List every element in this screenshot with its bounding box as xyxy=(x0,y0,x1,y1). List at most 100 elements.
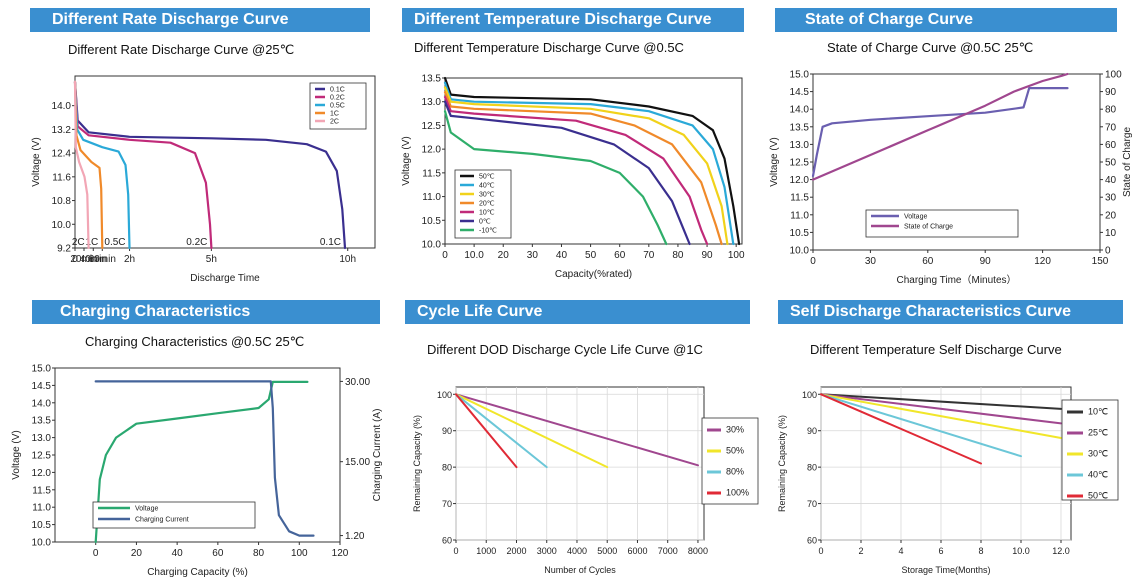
legend-label: Voltage xyxy=(904,214,927,221)
legend-label: 40℃ xyxy=(1088,470,1108,480)
legend-label: 10℃ xyxy=(479,210,495,217)
x-tick-label: 2 xyxy=(858,546,863,556)
series-end-label: 1C xyxy=(85,237,98,248)
panel-cycle-life: Cycle Life Curve Different DOD Discharge… xyxy=(405,300,755,585)
x-tick-label: 60min xyxy=(89,254,116,265)
x-tick-label: 10.0 xyxy=(1012,546,1030,556)
y-tick-label: 12.0 xyxy=(790,175,810,186)
x-tick-label: 90 xyxy=(701,250,713,261)
legend-label: 0.5C xyxy=(330,103,345,110)
y-tick-label: 100 xyxy=(802,390,817,400)
y-tick-label: 90 xyxy=(807,426,817,436)
y-axis-label: Remaining Capacity (%) xyxy=(777,415,787,512)
title-rate-discharge: Different Rate Discharge Curve @25℃ xyxy=(68,42,295,57)
legend-label: 0.1C xyxy=(330,87,345,94)
y-tick-label: 11.5 xyxy=(32,485,51,496)
title-temp-discharge: Different Temperature Discharge Curve @0… xyxy=(414,40,684,55)
y2-tick-label: 50 xyxy=(1105,158,1117,169)
x-tick-label: 0 xyxy=(810,256,816,267)
y2-axis-label: State of Charge xyxy=(1122,127,1132,197)
y-tick-label: 12.0 xyxy=(32,468,52,479)
y-tick-label: 10.5 xyxy=(790,228,810,239)
x-tick-label: 80 xyxy=(253,548,265,559)
x-tick-label: 4000 xyxy=(567,546,587,556)
y-tick-label: 14.5 xyxy=(790,87,810,98)
x-tick-label: 40 xyxy=(172,548,184,559)
y-tick-label: 100 xyxy=(437,390,452,400)
x-tick-label: 5000 xyxy=(597,546,617,556)
panel-soc: State of Charge Curve State of Charge Cu… xyxy=(775,8,1125,293)
y-tick-label: 13.0 xyxy=(32,433,52,444)
y-tick-label: 13.5 xyxy=(790,122,810,133)
y-tick-label: 11.5 xyxy=(790,193,809,204)
y2-tick-label: 10 xyxy=(1105,228,1117,239)
x-tick-label: 2000 xyxy=(506,546,526,556)
legend-label: 80% xyxy=(726,467,744,477)
x-tick-label: 30 xyxy=(865,256,877,267)
y-axis-label: Voltage (V) xyxy=(401,136,412,185)
x-axis-label: Storage Time(Months) xyxy=(901,565,990,575)
y-tick-label: 11.0 xyxy=(32,503,51,514)
series-line-0℃ xyxy=(443,100,691,246)
y2-tick-label: 70 xyxy=(1105,122,1117,133)
y-tick-label: 11.0 xyxy=(422,192,441,203)
series-line-2C xyxy=(73,80,90,250)
y2-tick-label: 90 xyxy=(1105,87,1117,98)
x-tick-label: 0 xyxy=(72,254,78,265)
series-line-Voltage xyxy=(811,87,1069,178)
y-tick-label: 13.0 xyxy=(422,97,442,108)
x-tick-label: 60 xyxy=(922,256,934,267)
series-line-10℃ xyxy=(443,95,709,246)
legend-label: 25℃ xyxy=(1088,428,1108,438)
y-tick-label: 90 xyxy=(442,426,452,436)
y-tick-label: 15.0 xyxy=(790,70,810,81)
series-line-Charging Current xyxy=(94,380,315,537)
series-line-25℃ xyxy=(820,393,1062,425)
y-tick-label: 70 xyxy=(442,499,452,509)
x-tick-label: 4 xyxy=(898,546,903,556)
title-charging: Charging Characteristics @0.5C 25℃ xyxy=(85,334,305,349)
legend-label: 40℃ xyxy=(479,183,495,190)
legend-label: -10℃ xyxy=(479,228,497,235)
y-tick-label: 13.5 xyxy=(32,416,52,427)
x-axis-label: Capacity(%rated) xyxy=(555,269,632,280)
y-axis-label: Voltage (V) xyxy=(11,430,22,479)
y-axis-label: Voltage (V) xyxy=(31,137,42,186)
y-tick-label: 14.0 xyxy=(52,101,72,112)
legend-label: Charging Current xyxy=(135,517,189,524)
y-tick-label: 11.0 xyxy=(790,210,809,221)
y-tick-label: 14.0 xyxy=(32,398,52,409)
legend-box xyxy=(92,501,256,529)
x-tick-label: 12.0 xyxy=(1052,546,1070,556)
legend-label: 0.2C xyxy=(330,95,345,102)
y-tick-label: 60 xyxy=(442,536,452,546)
y-tick-label: 13.0 xyxy=(790,140,810,151)
series-line-30℃ xyxy=(820,393,1062,439)
series-line-100% xyxy=(455,393,518,469)
series-line-50℃ xyxy=(820,393,982,465)
series-line-30% xyxy=(455,393,699,467)
y-tick-label: 13.2 xyxy=(52,125,72,136)
panel-self-discharge: Self Discharge Characteristics Curve Dif… xyxy=(778,300,1128,585)
series-line-30℃ xyxy=(443,86,729,246)
y2-tick-label: 0 xyxy=(1105,246,1111,257)
y-tick-label: 10.0 xyxy=(790,246,810,257)
banner-self-discharge: Self Discharge Characteristics Curve xyxy=(778,300,1123,324)
legend-label: 50% xyxy=(726,446,744,456)
x-tick-label: 10.0 xyxy=(464,250,484,261)
y2-tick-label: 1.20 xyxy=(345,531,365,542)
y2-tick-label: 40 xyxy=(1105,175,1117,186)
y-tick-label: 12.5 xyxy=(32,451,52,462)
legend-label: Voltage xyxy=(135,506,158,513)
y2-tick-label: 30 xyxy=(1105,193,1117,204)
panel-rate-discharge: Different Rate Discharge Curve Different… xyxy=(30,8,380,293)
x-axis-label: Discharge Time xyxy=(190,273,260,284)
series-line-40℃ xyxy=(443,81,735,246)
legend-label: 20℃ xyxy=(479,201,495,208)
x-tick-label: 6 xyxy=(938,546,943,556)
x-axis-label: Number of Cycles xyxy=(544,565,616,575)
y2-tick-label: 15.00 xyxy=(345,457,370,468)
